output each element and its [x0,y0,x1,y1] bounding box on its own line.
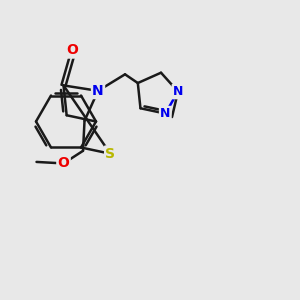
Text: O: O [67,43,79,57]
Text: S: S [105,147,115,161]
Text: N: N [92,84,104,98]
Text: N: N [160,107,170,120]
Text: N: N [173,85,183,98]
Text: O: O [58,156,70,170]
